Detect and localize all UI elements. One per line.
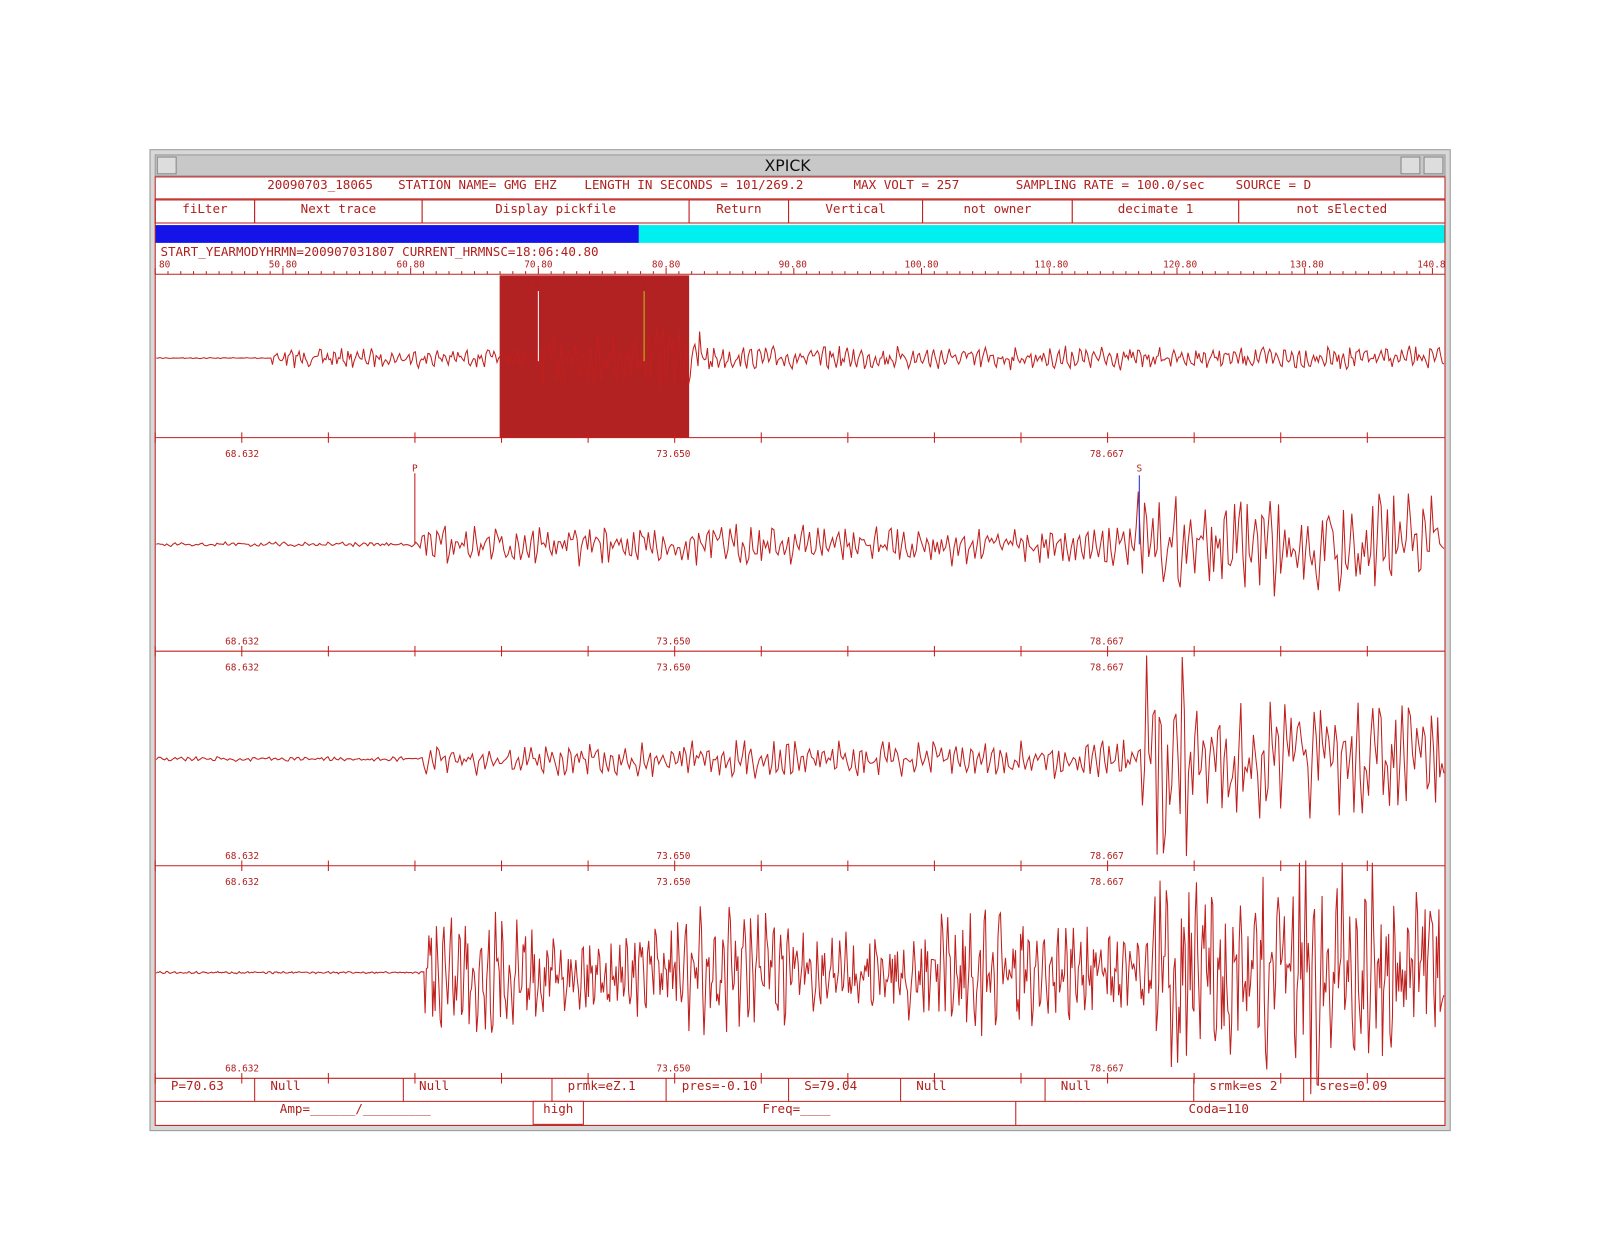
trace-4 <box>155 860 1445 1095</box>
field: S=79.04 <box>804 1078 857 1093</box>
time-label: 73.650 <box>656 877 690 888</box>
window-title: XPICK <box>764 156 811 175</box>
field: pres=-0.10 <box>682 1078 758 1093</box>
bottom-field: Freq=____ <box>762 1101 830 1116</box>
ruler-label: 110.80 <box>1034 259 1068 270</box>
bottom-field: Amp=______/_________ <box>280 1101 432 1116</box>
time-label: 78.667 <box>1090 662 1124 673</box>
ruler-label: 80.80 <box>652 259 681 270</box>
pick-window <box>499 275 690 438</box>
bottom-field: Coda=110 <box>1189 1101 1249 1116</box>
header-field: LENGTH IN SECONDS = 101/269.2 <box>584 177 803 192</box>
field: Null <box>1061 1078 1091 1093</box>
field: srmk=es 2 <box>1209 1078 1277 1093</box>
button-label: Next trace <box>301 201 377 216</box>
content: 20090703_18065 STATION NAME= GMG EHZ LENGT… <box>154 176 1446 1126</box>
time-label: 73.650 <box>656 851 690 862</box>
time-label: 78.667 <box>1090 851 1124 862</box>
header-field: SOURCE = D <box>1236 177 1312 192</box>
button-label: not owner <box>963 201 1031 216</box>
button-label: Return <box>716 201 761 216</box>
trace-2 <box>156 491 1445 597</box>
button-label: Vertical <box>825 201 885 216</box>
ruler-label: 50.80 <box>269 259 298 270</box>
header-field: MAX VOLT = 257 <box>853 177 959 192</box>
ruler-label: 120.80 <box>1163 259 1197 270</box>
field: Null <box>419 1078 449 1093</box>
minimize-button[interactable] <box>1400 156 1421 175</box>
time-label: 78.667 <box>1090 449 1124 460</box>
button-label: Display pickfile <box>495 201 616 216</box>
button-label: fiLter <box>182 201 228 216</box>
time-label: 73.650 <box>656 1063 690 1074</box>
content-border <box>154 176 1446 1126</box>
trace-1 <box>156 326 1445 391</box>
high-button[interactable] <box>532 1100 584 1125</box>
time-label: 73.650 <box>656 636 690 647</box>
title-bar <box>154 154 1446 177</box>
progress-done <box>155 225 639 243</box>
time-label: 68.632 <box>225 449 259 460</box>
trace-3 <box>155 655 1445 857</box>
window-menu[interactable] <box>156 156 177 175</box>
field: Null <box>916 1078 946 1093</box>
header-field: STATION NAME= GMG EHZ <box>398 177 557 192</box>
p-pick-label: P <box>412 464 418 475</box>
s-pick-label: S <box>641 281 647 292</box>
time-label: 78.667 <box>1090 1063 1124 1074</box>
time-label: 68.632 <box>225 851 259 862</box>
p-pick-label: P <box>534 281 540 292</box>
time-label: 68.632 <box>225 662 259 673</box>
time-label: 68.632 <box>225 877 259 888</box>
time-label: 78.667 <box>1090 636 1124 647</box>
time-label: 73.650 <box>656 662 690 673</box>
time-label: 68.632 <box>225 1063 259 1074</box>
maximize-button[interactable] <box>1423 156 1444 175</box>
status-line: START_YEARMODYHRMN=200907031807 CURRENT_… <box>160 244 598 259</box>
header-field: SAMPLING RATE = 100.0/sec <box>1016 177 1205 192</box>
header-field: 20090703_18065 <box>267 177 373 192</box>
ruler-label: 70.80 <box>524 259 553 270</box>
bottom-field[interactable]: high <box>543 1101 573 1116</box>
s-pick-label: S <box>1136 464 1142 475</box>
ruler-label: 90.80 <box>779 259 808 270</box>
ruler-label: 130.80 <box>1290 259 1324 270</box>
button-label: not sElected <box>1297 201 1388 216</box>
ruler-label: 100.80 <box>905 259 939 270</box>
field: prmk=eZ.1 <box>568 1078 636 1093</box>
time-label: 68.632 <box>225 636 259 647</box>
time-label: 78.667 <box>1090 877 1124 888</box>
progress-rest <box>638 225 1445 243</box>
ruler-label: 140.8 <box>1417 259 1446 270</box>
button-label: decimate 1 <box>1118 201 1194 216</box>
field: Null <box>270 1078 300 1093</box>
ruler-label: 60.80 <box>396 259 425 270</box>
ruler-label: 80 <box>159 259 171 270</box>
field: sres=0.09 <box>1319 1078 1387 1093</box>
time-label: 73.650 <box>656 449 690 460</box>
field: P=70.63 <box>171 1078 224 1093</box>
